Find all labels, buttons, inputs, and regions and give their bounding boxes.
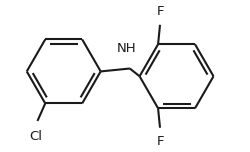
Text: Cl: Cl — [29, 130, 42, 143]
Text: NH: NH — [117, 42, 137, 55]
Text: F: F — [156, 135, 164, 148]
Text: F: F — [156, 5, 164, 18]
